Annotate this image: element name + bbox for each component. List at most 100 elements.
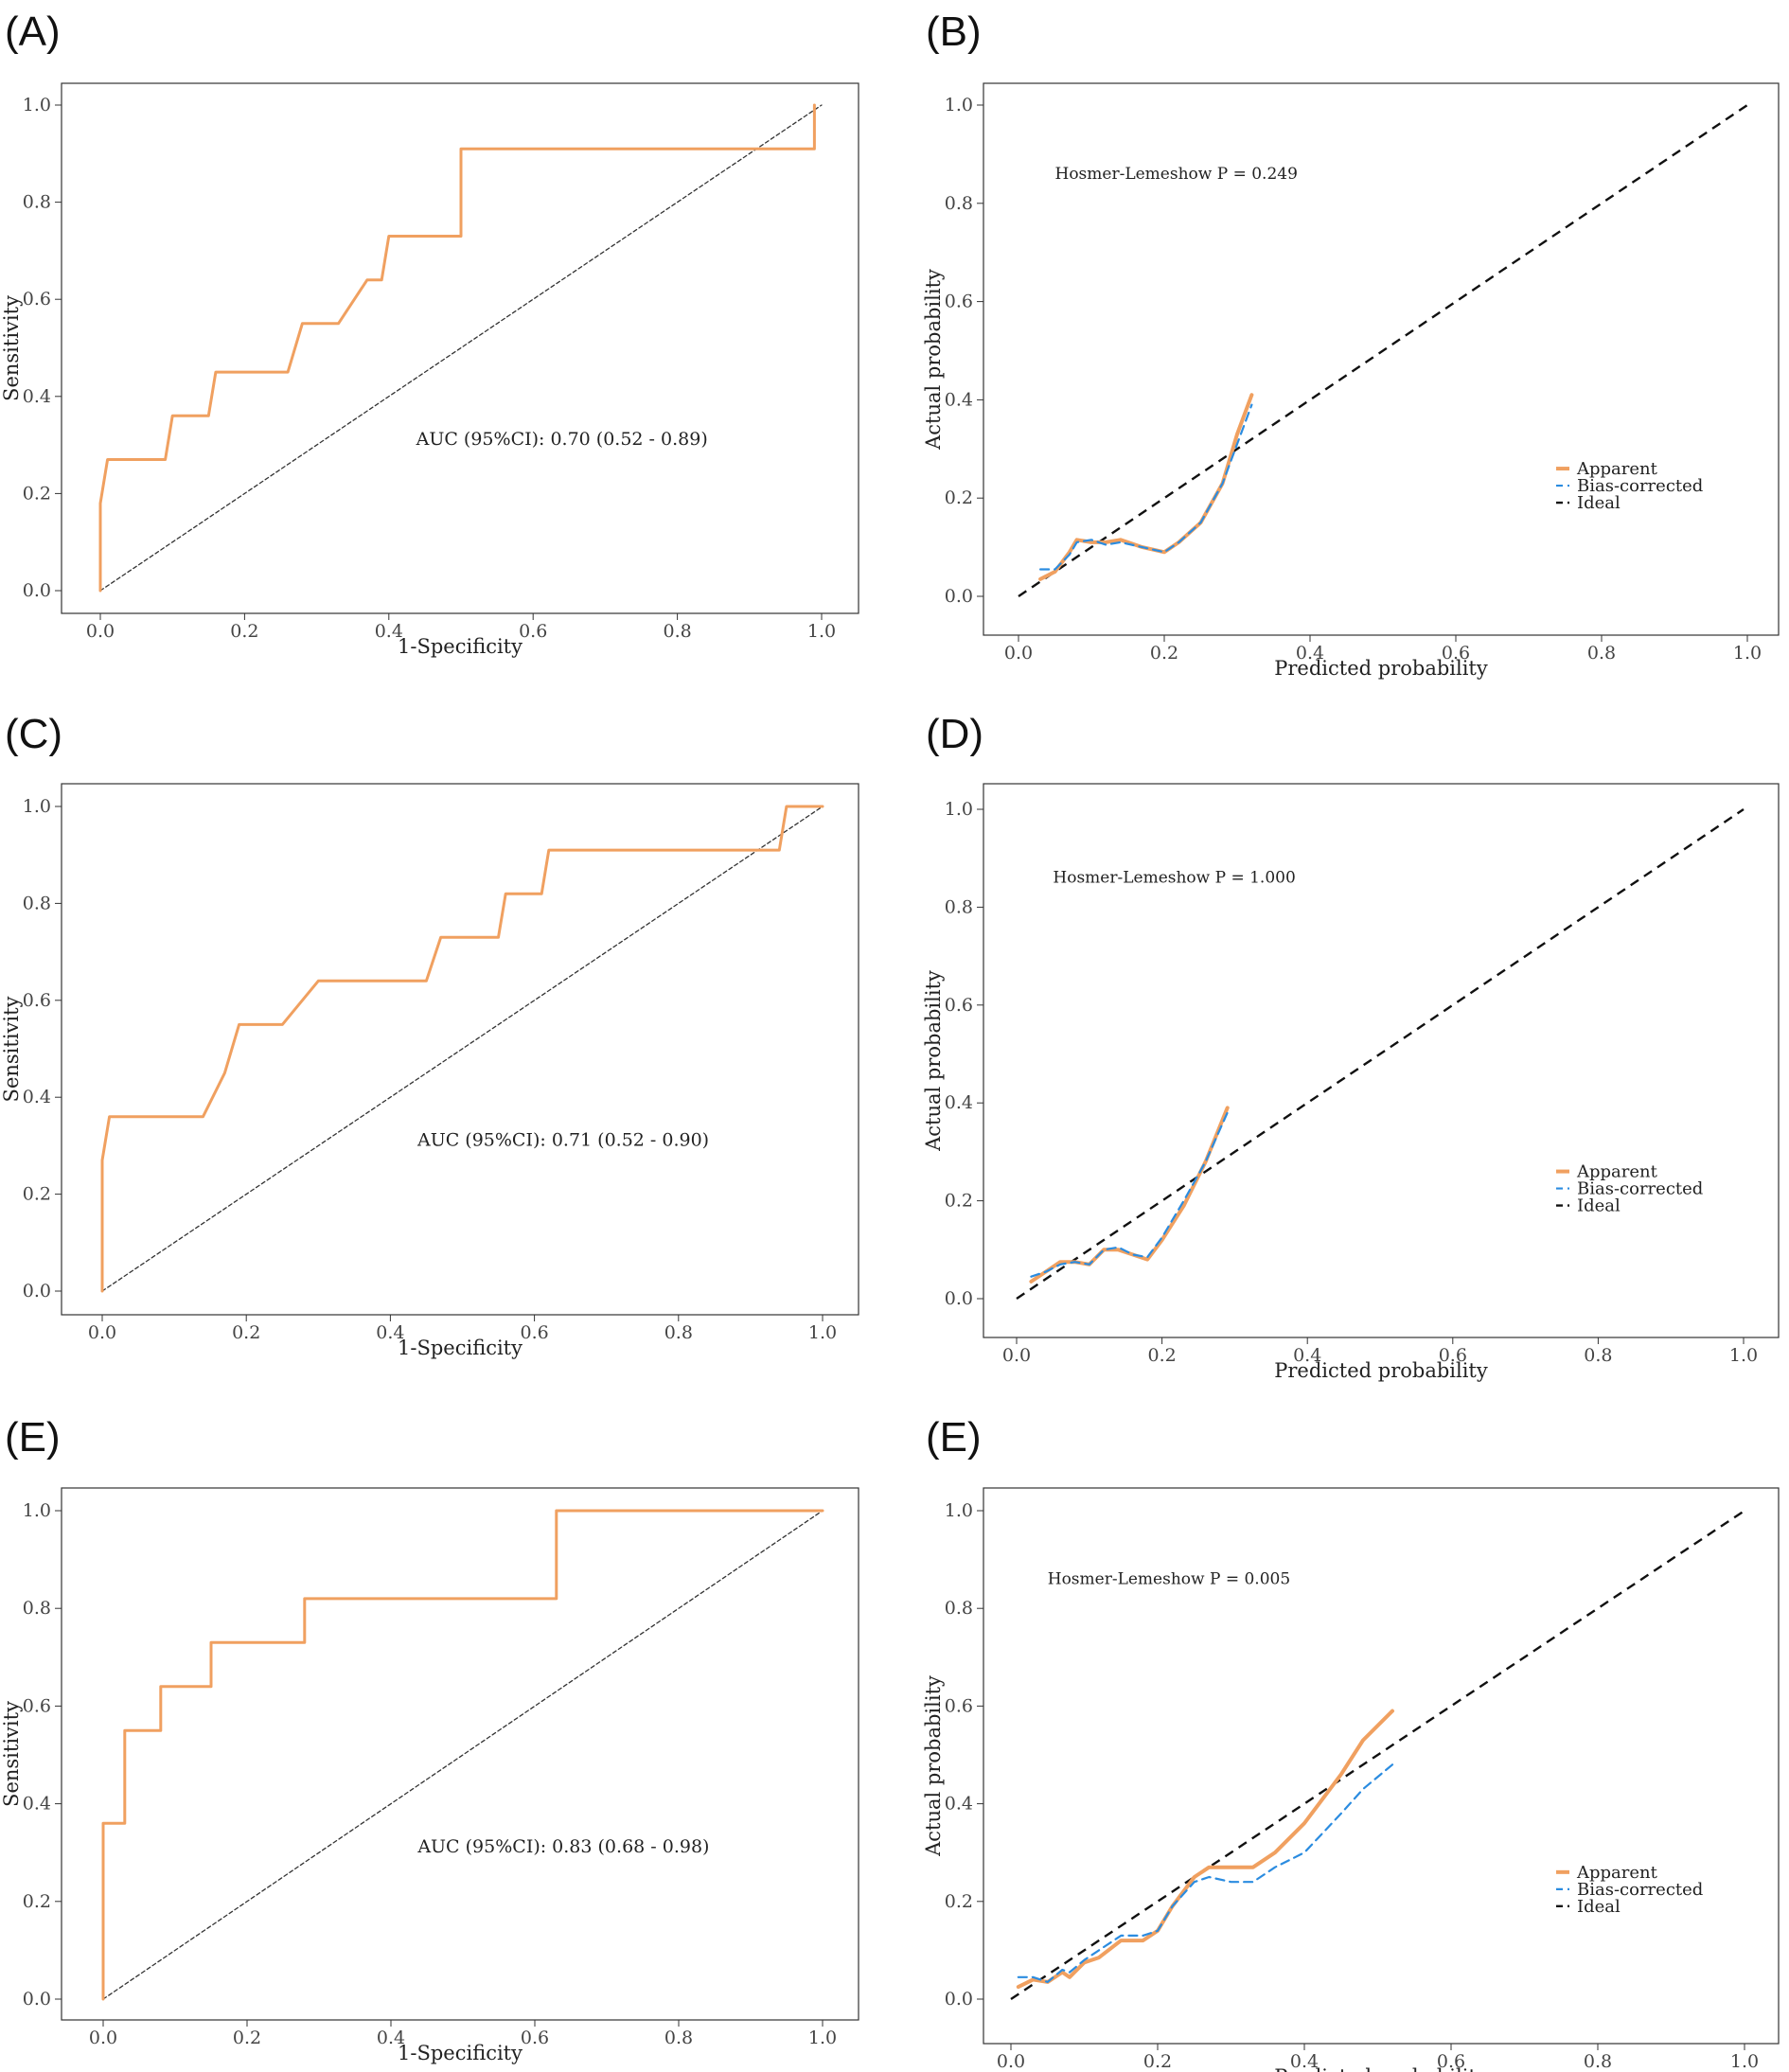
x-axis-title: 1-Specificity [398, 635, 523, 658]
y-tick-label: 0.0 [23, 1989, 51, 2010]
x-tick-label: 0.2 [1143, 2051, 1172, 2072]
series-apparent-line [1016, 1709, 1394, 1990]
x-tick-label: 0.4 [1296, 643, 1324, 664]
series-ideal-line [1018, 104, 1748, 597]
y-tick-label: 0.4 [23, 1794, 51, 1815]
x-tick-label: 1.0 [1730, 2051, 1759, 2072]
chart-panel-3: (C) 0.0 0.2 0.4 0.6 0.8 1.0 0.0 0.2 0.4 0.6 0.8 1.0 1… [0, 711, 859, 1359]
legend-label: Ideal [1577, 493, 1621, 513]
x-tick-label: 0.2 [232, 1322, 260, 1343]
x-tick-label: 0.2 [1147, 1345, 1176, 1366]
x-tick-label: 0.8 [1584, 2051, 1612, 2072]
panel-label: (E) [926, 1414, 982, 1461]
series-reference-line [102, 1510, 824, 2000]
y-tick-label: 1.0 [23, 95, 51, 115]
x-tick-label: 0.4 [376, 1322, 404, 1343]
x-tick-label: 0.4 [375, 621, 403, 642]
chart-panel-6: (E) 0.0 0.2 0.4 0.6 0.8 1.0 0.0 0.2 0.4 0.6 0.8 1.0 P… [922, 1414, 1780, 2072]
legend-label: Ideal [1577, 1196, 1621, 1216]
x-tick-label: 0.0 [997, 2051, 1025, 2072]
y-tick-label: 1.0 [945, 95, 973, 115]
y-tick-label: 0.6 [23, 1695, 51, 1716]
x-tick-label: 0.4 [377, 2028, 405, 2048]
y-tick-label: 1.0 [23, 796, 51, 817]
y-tick-label: 0.0 [945, 586, 973, 607]
legend-label: Apparent [1576, 1162, 1658, 1182]
x-tick-label: 0.2 [230, 621, 258, 642]
x-tick-label: 0.0 [86, 621, 115, 642]
legend-label: Ideal [1577, 1897, 1621, 1917]
x-tick-label: 0.6 [1439, 1345, 1467, 1366]
y-axis-title: Actual probability [922, 970, 945, 1152]
y-axis-title: Actual probability [922, 269, 945, 451]
x-tick-label: 0.8 [663, 621, 691, 642]
auc-annotation: AUC (95%CI): 0.70 (0.52 - 0.89) [416, 429, 708, 450]
panel-label: (A) [5, 9, 61, 55]
y-axis-title: Sensitivity [0, 996, 23, 1102]
plot-frame [61, 1487, 859, 2021]
series-roc-line [98, 103, 816, 593]
y-tick-label: 0.2 [23, 1184, 51, 1205]
x-axis-title: 1-Specificity [398, 1337, 523, 1359]
y-tick-label: 0.4 [23, 1087, 51, 1107]
y-tick-label: 0.4 [945, 1092, 973, 1113]
series-apparent-line [1038, 393, 1254, 581]
y-tick-label: 1.0 [945, 1500, 973, 1521]
y-tick-label: 0.8 [945, 1598, 973, 1619]
x-tick-label: 1.0 [1729, 1345, 1758, 1366]
y-tick-label: 0.6 [945, 1695, 973, 1716]
series-reference-line [99, 104, 823, 592]
x-tick-label: 1.0 [1733, 643, 1762, 664]
plot-frame [61, 82, 859, 614]
x-tick-label: 0.6 [520, 1322, 548, 1343]
x-tick-label: 0.4 [1290, 2051, 1319, 2072]
x-tick-label: 0.8 [1584, 1345, 1612, 1366]
panel-label: (E) [5, 1414, 61, 1461]
panel-label: (B) [926, 9, 982, 55]
y-tick-label: 0.6 [23, 990, 51, 1011]
y-tick-label: 0.8 [23, 192, 51, 213]
x-tick-label: 0.6 [1442, 643, 1470, 664]
x-axis-title: 1-Specificity [398, 2042, 523, 2064]
hosmer-lemeshow-annotation: Hosmer-Lemeshow P = 1.000 [1053, 869, 1295, 888]
auc-annotation: AUC (95%CI): 0.83 (0.68 - 0.98) [416, 1836, 709, 1857]
y-tick-label: 0.2 [945, 1891, 973, 1912]
x-tick-label: 0.6 [1437, 2051, 1465, 2072]
hosmer-lemeshow-annotation: Hosmer-Lemeshow P = 0.249 [1055, 165, 1298, 184]
y-tick-label: 0.0 [23, 580, 51, 601]
series-roc-line [100, 805, 824, 1293]
legend-label: Apparent [1576, 1863, 1658, 1883]
y-tick-label: 0.8 [23, 1598, 51, 1619]
y-tick-label: 0.4 [945, 389, 973, 410]
x-tick-label: 0.2 [1150, 643, 1178, 664]
x-tick-label: 0.0 [1004, 643, 1033, 664]
x-tick-label: 0.2 [233, 2028, 261, 2048]
y-tick-label: 1.0 [945, 799, 973, 820]
legend-label: Bias-corrected [1577, 1880, 1703, 1900]
y-axis-title: Sensitivity [0, 1701, 23, 1807]
x-axis-title: Predicted probability [1274, 657, 1488, 680]
y-tick-label: 0.6 [945, 995, 973, 1016]
x-axis-title: Predicted probability [1274, 2065, 1488, 2072]
plot-frame [983, 82, 1780, 636]
y-tick-label: 0.8 [945, 193, 973, 214]
plot-frame [983, 783, 1780, 1338]
legend-label: Bias-corrected [1577, 1179, 1703, 1199]
series-apparent-line [1029, 1106, 1230, 1284]
panel-label: (D) [926, 711, 983, 757]
series-reference-line [101, 806, 824, 1292]
y-tick-label: 0.2 [945, 487, 973, 508]
plot-frame [61, 783, 859, 1316]
series-bias-corrected-line [1017, 1763, 1394, 1983]
auc-annotation: AUC (95%CI): 0.71 (0.52 - 0.90) [416, 1129, 709, 1150]
x-tick-label: 1.0 [808, 1322, 837, 1343]
hosmer-lemeshow-annotation: Hosmer-Lemeshow P = 0.005 [1048, 1569, 1290, 1588]
y-tick-label: 0.2 [23, 1891, 51, 1912]
chart-panel-4: (D) 0.0 0.2 0.4 0.6 0.8 1.0 0.0 0.2 0.4 0.6 0.8 1.0 P… [922, 711, 1780, 1382]
x-tick-label: 0.0 [1002, 1345, 1031, 1366]
x-tick-label: 0.4 [1293, 1345, 1321, 1366]
y-tick-label: 0.8 [945, 896, 973, 917]
series-roc-line [101, 1509, 824, 2001]
